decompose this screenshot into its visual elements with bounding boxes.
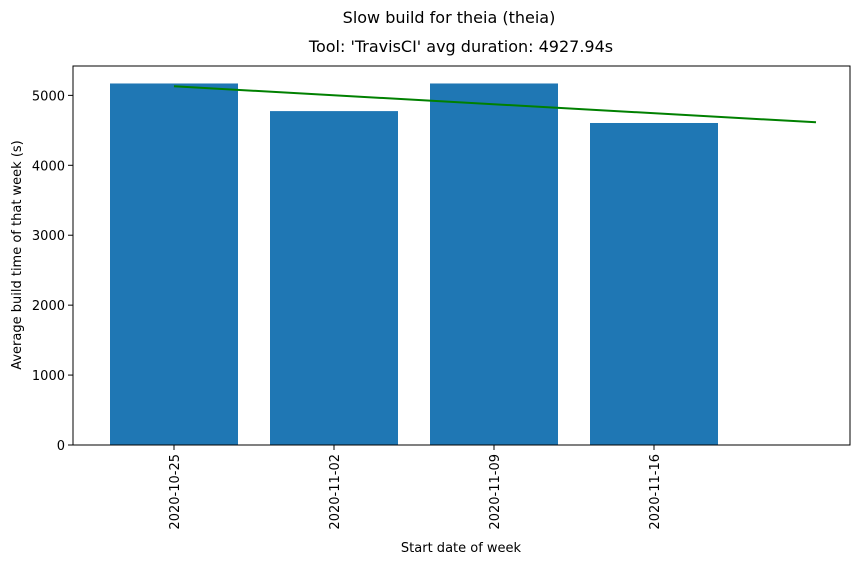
trend-line (173, 85, 817, 124)
x-tick-label: 2020-11-16 (648, 454, 663, 530)
bar-2020-11-16 (590, 122, 718, 445)
x-tick-label: 2020-10-25 (168, 454, 183, 530)
chart-title: Slow build for theia (theia) (343, 8, 556, 27)
y-tick-label: 0 (57, 439, 65, 454)
y-tick-label: 3000 (32, 229, 65, 244)
y-tick-label: 2000 (32, 299, 65, 314)
chart-subtitle: Tool: 'TravisCI' avg duration: 4927.94s (308, 37, 613, 56)
y-axis-label: Average build time of that week (s) (10, 140, 25, 370)
plot-frame (72, 65, 851, 446)
bar-2020-10-25 (110, 83, 238, 445)
x-tick-label: 2020-11-02 (328, 454, 343, 530)
x-tick-label: 2020-11-09 (488, 454, 503, 530)
x-axis-label: Start date of week (401, 541, 522, 556)
plot-area: 0 1000 2000 3000 4000 5000 2020-10-25 2020-11-0… (32, 65, 851, 530)
y-tick-label: 5000 (32, 89, 65, 104)
y-tick-label: 4000 (32, 159, 65, 174)
y-tick-label: 1000 (32, 369, 65, 384)
bar-2020-11-09 (430, 83, 558, 445)
bar-2020-11-02 (270, 111, 398, 445)
